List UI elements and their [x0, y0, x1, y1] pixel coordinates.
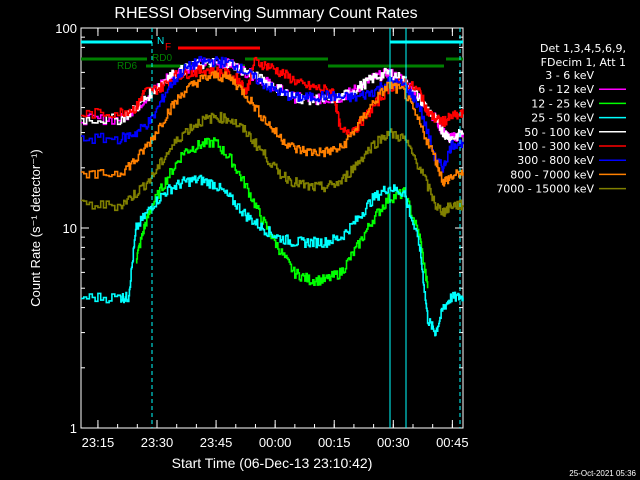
y-tick-label: 1: [70, 421, 77, 436]
series-line: [81, 70, 464, 187]
legend-label: 100 - 300 keV: [517, 140, 594, 153]
legend-header-2: FDecim 1, Att 1: [541, 56, 626, 69]
series-2: [135, 137, 429, 289]
series-line: [81, 111, 464, 217]
series-line: [81, 55, 464, 173]
footer-date: 25-Oct-2021 05:36: [569, 469, 636, 478]
x-tick-label: 23:45: [200, 435, 233, 450]
flag-label-n: N: [157, 36, 164, 47]
flag-label-rd0: RD0: [152, 53, 172, 64]
attenuator-markers: [151, 28, 461, 428]
legend-label: 12 - 25 keV: [531, 97, 594, 110]
chart-title: RHESSI Observing Summary Count Rates: [114, 5, 417, 22]
legend-label: 7000 - 15000 keV: [496, 183, 594, 196]
legend-label: 3 - 6 keV: [545, 69, 594, 82]
x-tick-label: 00:15: [318, 435, 351, 450]
x-tick-label: 23:30: [141, 435, 174, 450]
x-tick-label: 23:15: [82, 435, 115, 450]
legend-label: 300 - 800 keV: [517, 154, 594, 167]
y-axis-label: Count Rate (s⁻¹ detector⁻¹): [28, 149, 43, 307]
series-7: [81, 70, 464, 187]
series-layer: [81, 55, 464, 337]
series-3: [81, 174, 464, 337]
legend-label: 800 - 7000 keV: [510, 168, 594, 181]
x-tick-label: 00:30: [377, 435, 410, 450]
series-line: [81, 174, 464, 337]
series-line: [81, 58, 464, 144]
x-axis-ticks: 23:15 23:30 23:45 00:00 00:15 00:30 00:45: [82, 28, 469, 450]
legend-header-1: Det 1,3,4,5,6,9,: [540, 42, 626, 55]
legend-label: 50 - 100 keV: [524, 126, 594, 139]
series-8: [81, 111, 464, 217]
series-line: [135, 137, 429, 289]
x-tick-label: 00:00: [259, 435, 292, 450]
legend: Det 1,3,4,5,6,9, FDecim 1, Att 1 3 - 6 k…: [496, 42, 626, 196]
flag-label-f: F: [165, 42, 171, 53]
x-tick-label: 00:45: [436, 435, 469, 450]
legend-label: 6 - 12 keV: [538, 83, 594, 96]
y-axis-ticks: 1 10 100: [55, 21, 463, 436]
y-tick-label: 100: [55, 21, 77, 36]
legend-label: 25 - 50 keV: [531, 112, 594, 125]
flag-label-rd6: RD6: [117, 61, 137, 72]
x-axis-label: Start Time (06-Dec-13 23:10:42): [172, 455, 373, 471]
y-tick-label: 10: [63, 221, 77, 236]
series-6: [81, 55, 464, 173]
series-4: [81, 58, 464, 144]
